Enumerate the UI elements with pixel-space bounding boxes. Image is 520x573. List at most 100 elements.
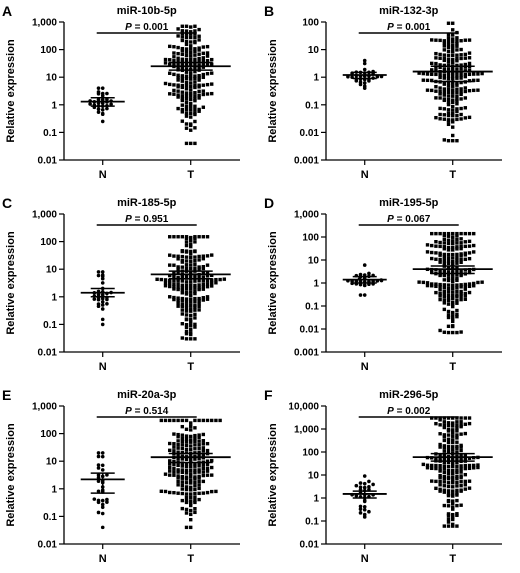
data-point <box>459 244 463 249</box>
y-tick-label: 100 <box>40 237 57 248</box>
data-point <box>210 62 214 66</box>
data-point <box>446 139 451 143</box>
data-point <box>184 74 189 78</box>
data-point <box>451 125 455 129</box>
data-point <box>455 493 459 497</box>
data-point <box>197 479 201 484</box>
data-point <box>459 289 463 294</box>
data-point <box>451 416 455 420</box>
data-point <box>455 56 459 61</box>
data-point <box>442 294 447 299</box>
data-point <box>438 457 442 461</box>
data-point <box>463 294 468 298</box>
data-point <box>193 66 197 71</box>
data-point <box>446 278 451 283</box>
data-point <box>193 337 197 341</box>
data-point <box>197 453 201 458</box>
data-point <box>446 90 451 95</box>
points-n <box>92 270 113 327</box>
data-point <box>201 439 206 443</box>
y-tick-label: 0.1 <box>305 302 319 313</box>
data-point <box>451 91 455 95</box>
data-point <box>201 287 206 291</box>
data-point <box>451 499 455 503</box>
data-point <box>459 470 463 474</box>
data-point <box>193 283 197 288</box>
data-point <box>463 65 468 69</box>
data-point <box>189 495 193 500</box>
data-point <box>446 448 451 452</box>
data-point <box>451 248 455 252</box>
data-point <box>163 281 168 285</box>
data-point <box>184 42 189 47</box>
data-point <box>362 283 367 287</box>
data-point <box>463 52 468 57</box>
data-point <box>176 479 180 484</box>
data-point <box>451 256 455 260</box>
data-point <box>446 102 451 107</box>
data-point <box>180 76 185 81</box>
data-point <box>193 83 197 88</box>
data-point <box>189 290 193 294</box>
data-point <box>193 316 197 320</box>
data-point <box>442 444 447 448</box>
data-point <box>193 111 197 115</box>
data-point <box>201 479 206 484</box>
data-point <box>100 296 105 301</box>
data-point <box>92 297 97 301</box>
data-point <box>446 293 451 297</box>
data-point <box>163 284 168 288</box>
data-point <box>205 418 210 423</box>
data-point <box>459 453 463 457</box>
data-point <box>451 81 455 85</box>
data-point <box>446 276 451 280</box>
data-point <box>451 302 455 307</box>
data-point <box>451 421 455 425</box>
data-point <box>442 425 447 430</box>
data-point <box>168 62 172 66</box>
data-point <box>193 80 197 84</box>
data-point <box>467 416 472 420</box>
data-point <box>172 55 176 59</box>
data-point <box>184 87 189 91</box>
data-point <box>184 67 189 71</box>
data-point <box>367 485 371 489</box>
data-point <box>455 429 459 433</box>
data-point <box>193 308 197 312</box>
data-point <box>180 63 185 67</box>
data-point <box>442 247 447 251</box>
data-point <box>201 466 206 471</box>
data-point <box>430 463 434 468</box>
data-point <box>451 479 455 483</box>
data-point <box>100 322 105 327</box>
data-point <box>459 231 463 236</box>
data-point <box>446 498 451 503</box>
data-point <box>176 298 180 303</box>
data-point <box>451 43 455 48</box>
data-point <box>455 426 459 430</box>
data-point <box>451 283 455 288</box>
data-point <box>100 91 105 96</box>
data-point <box>459 252 463 256</box>
data-point <box>446 245 451 250</box>
data-point <box>189 25 193 29</box>
data-point <box>442 474 447 479</box>
data-point <box>205 297 210 301</box>
data-point <box>362 498 367 503</box>
data-point <box>189 317 193 321</box>
data-point <box>442 80 447 85</box>
data-point <box>459 66 463 71</box>
x-tick-label: T <box>449 169 456 181</box>
data-point <box>180 322 185 326</box>
points-t <box>417 231 484 335</box>
data-point <box>205 92 210 96</box>
data-point <box>442 480 447 484</box>
data-point <box>451 310 455 315</box>
p-value-label: P = 0.514 <box>125 406 169 417</box>
data-point <box>189 259 193 263</box>
data-point <box>189 30 193 34</box>
data-point <box>467 251 472 255</box>
data-point <box>163 418 168 423</box>
data-point <box>455 97 459 101</box>
data-point <box>455 261 459 265</box>
